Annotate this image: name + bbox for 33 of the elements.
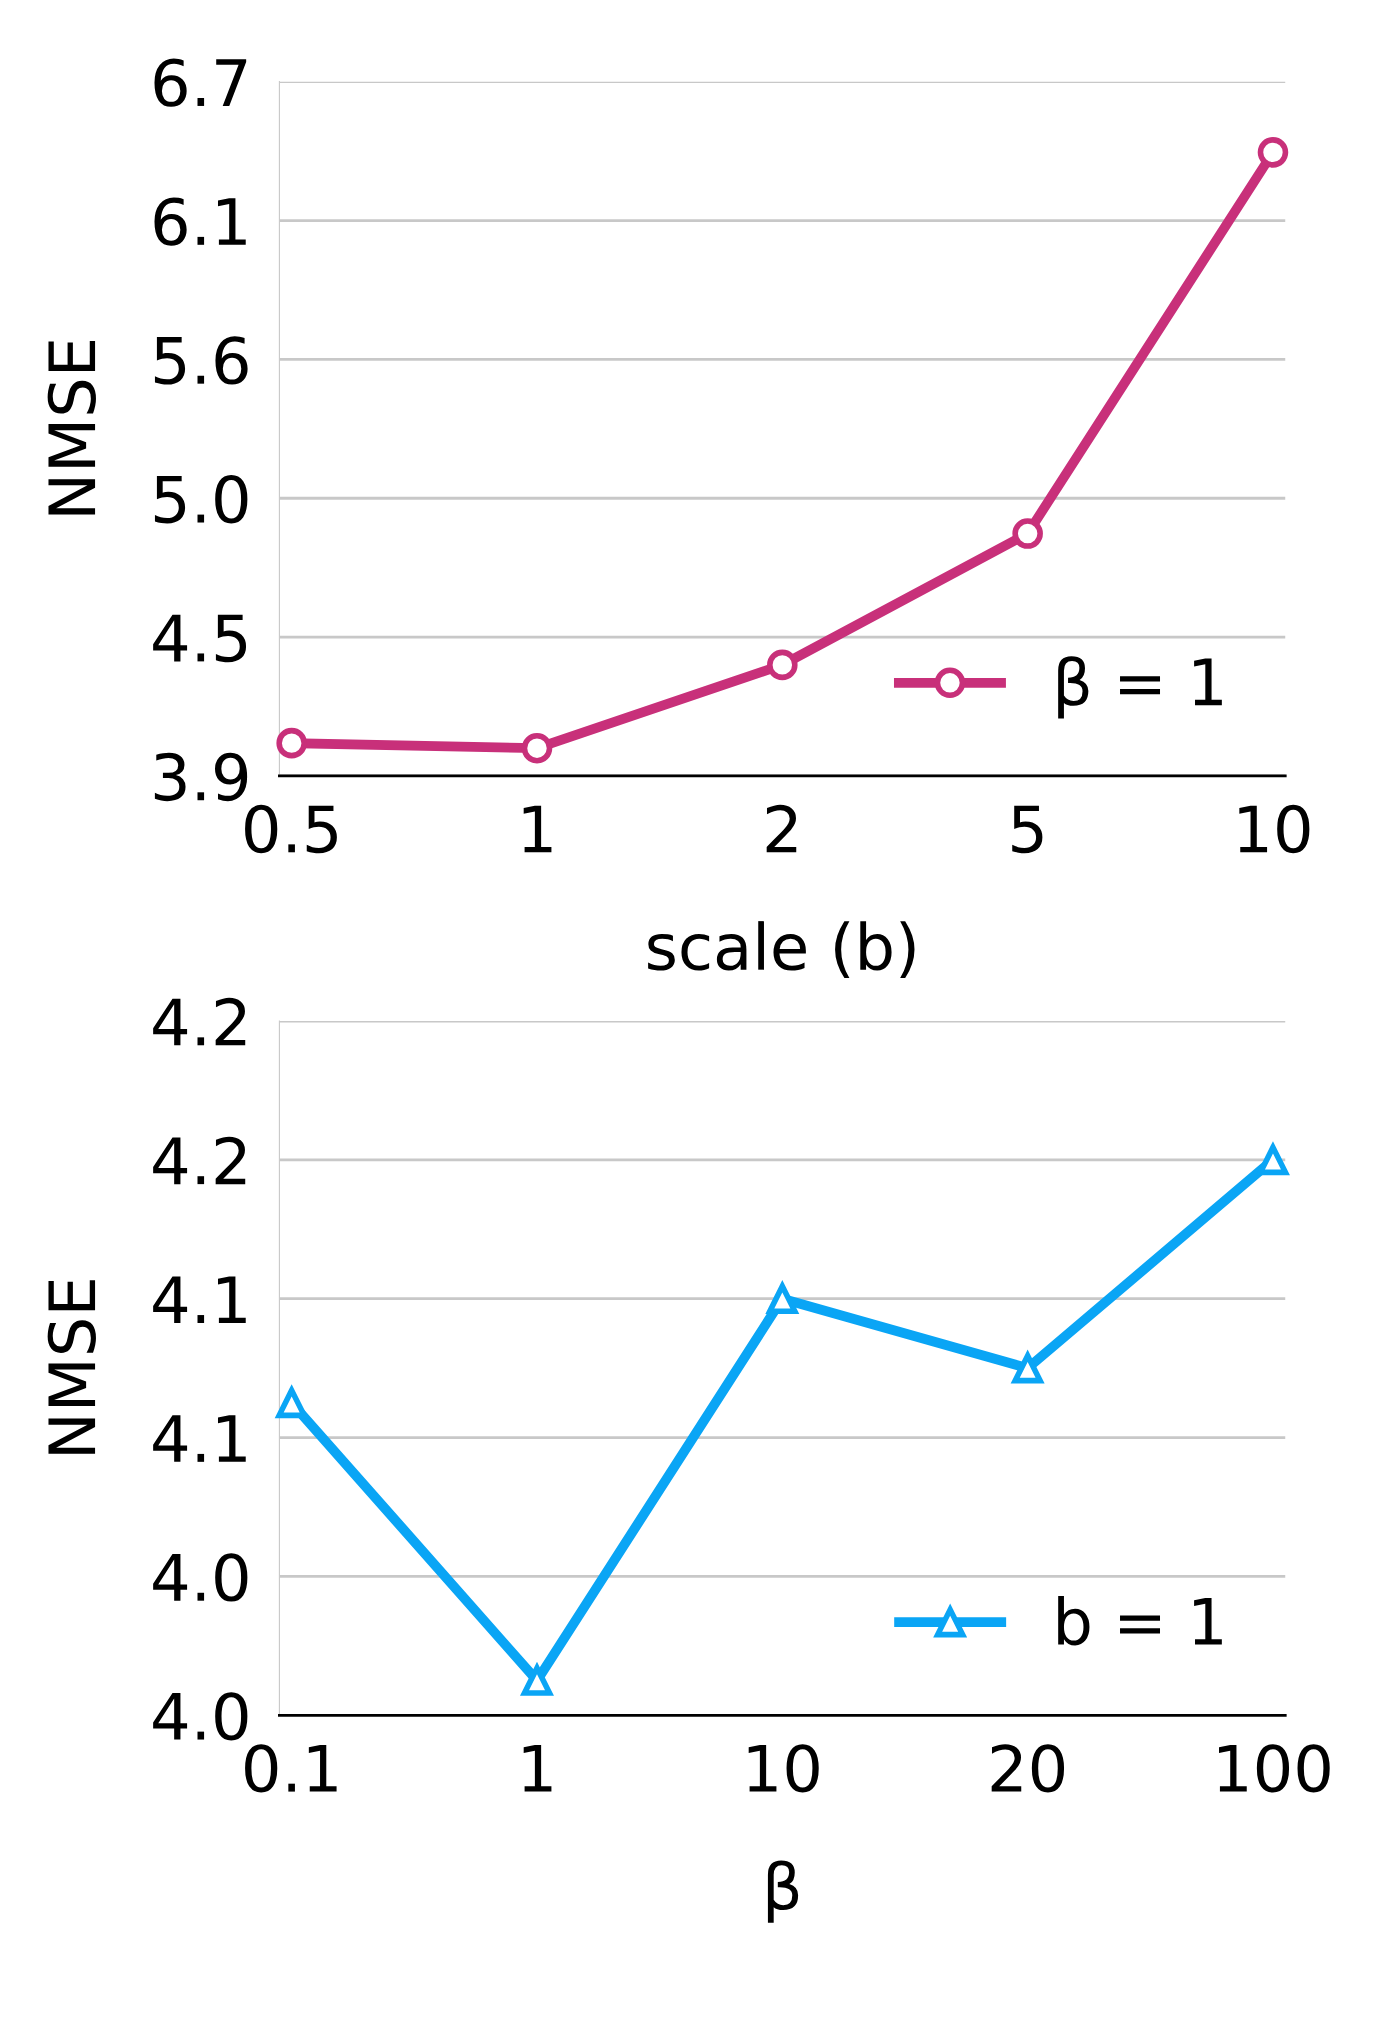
x-tick-label: 5 [1012, 805, 1043, 854]
x-tick-label: 100 [1219, 1744, 1330, 1793]
legend-label: b = 1 [1058, 1595, 1222, 1646]
x-tick-label: 20 [991, 1744, 1065, 1793]
y-tick-label: 6.7 [154, 58, 247, 107]
point [1012, 518, 1043, 549]
x-tick-label: 1 [523, 1745, 552, 1792]
y-tick-label: 3.9 [154, 752, 248, 802]
point [767, 649, 798, 681]
x-tick-label: 0.5 [245, 804, 337, 854]
y-tick-label: 4.5 [153, 614, 247, 663]
y-tick-label: 4.1 [153, 1276, 246, 1323]
x-axis-title: scale (b) [648, 921, 915, 979]
y-axis-title: NMSE [47, 341, 96, 515]
y-tick-label: 5.0 [154, 475, 248, 524]
legend-label: β = 1 [1058, 656, 1222, 719]
x-tick-label: 2 [766, 804, 797, 853]
x-tick-label: 1 [523, 805, 552, 853]
point [1257, 137, 1289, 168]
y-tick-label: 4.2 [153, 1136, 246, 1185]
y-axis-title: NMSE [47, 1280, 96, 1454]
point [276, 727, 307, 759]
y-tick-label: 4.1 [153, 1415, 246, 1462]
x-tick-label: 10 [1239, 804, 1310, 854]
y-tick-label: 5.6 [154, 336, 248, 385]
point [521, 732, 553, 764]
y-tick-label: 4.2 [153, 997, 246, 1046]
x-axis-title: β [767, 1860, 799, 1923]
x-tick-label: 10 [748, 1744, 819, 1793]
y-tick-label: 4.0 [153, 1553, 248, 1602]
y-tick-label: 4.0 [153, 1692, 248, 1741]
x-tick-label: 0.1 [245, 1744, 337, 1793]
y-tick-label: 6.1 [154, 197, 246, 246]
